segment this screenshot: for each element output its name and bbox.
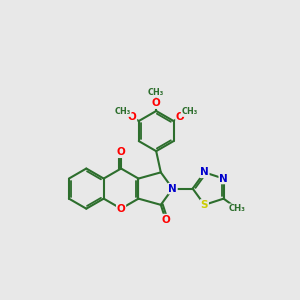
Text: CH₃: CH₃ <box>115 107 131 116</box>
Text: CH₃: CH₃ <box>182 107 198 116</box>
Text: O: O <box>176 112 185 122</box>
Text: O: O <box>152 98 161 108</box>
Text: O: O <box>117 204 125 214</box>
Text: O: O <box>161 214 170 224</box>
Text: N: N <box>219 174 228 184</box>
Text: CH₃: CH₃ <box>229 204 246 213</box>
Text: CH₃: CH₃ <box>148 88 164 97</box>
Text: S: S <box>201 200 208 210</box>
Text: O: O <box>128 112 136 122</box>
Text: N: N <box>200 167 209 177</box>
Text: N: N <box>168 184 177 194</box>
Text: O: O <box>117 147 125 157</box>
